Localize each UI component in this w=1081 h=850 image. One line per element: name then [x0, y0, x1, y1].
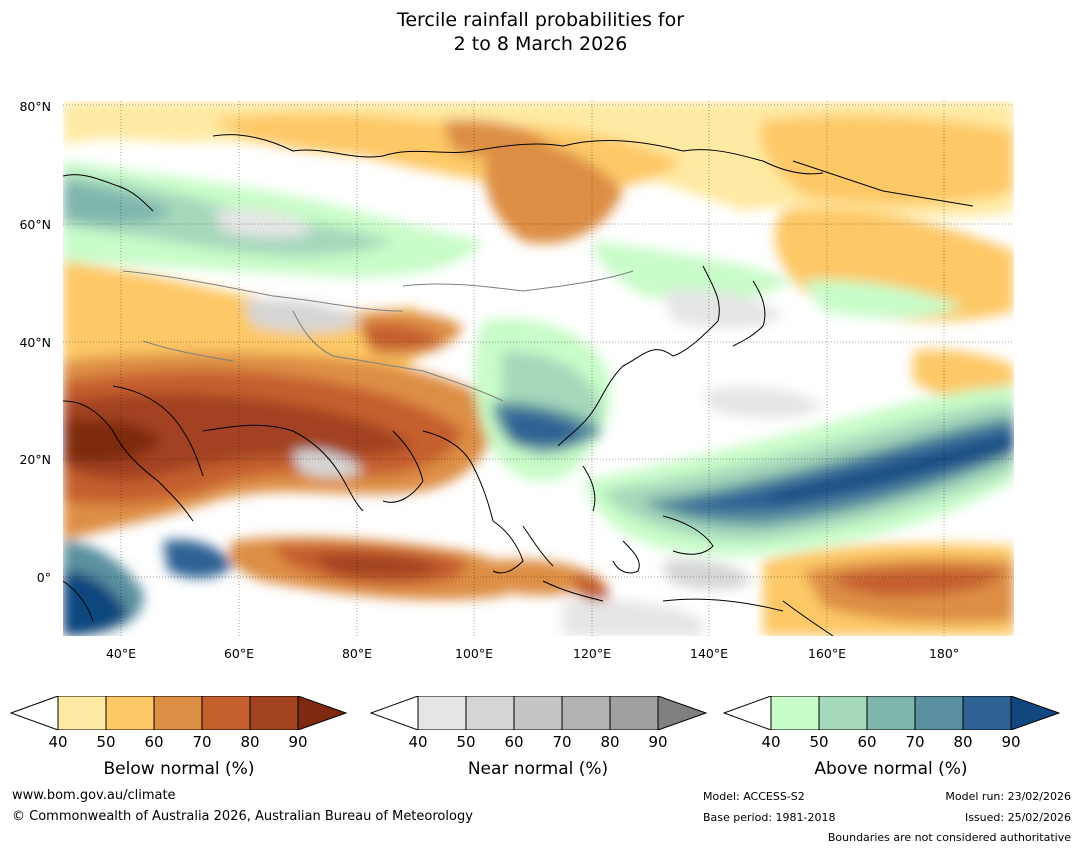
- below-arrow-high: [297, 696, 348, 730]
- near-tick-80: 80: [600, 733, 620, 751]
- near-segment-5: [609, 696, 659, 730]
- below-segment-5: [249, 696, 299, 730]
- below-segment-1: [57, 696, 107, 730]
- model-run-text: Model run: 23/02/2026: [945, 790, 1071, 803]
- colorbar-below-title: Below normal (%): [103, 759, 255, 779]
- lat-label-0: 0°: [36, 570, 51, 585]
- copyright-text: © Commonwealth of Australia 2026, Austra…: [12, 809, 473, 824]
- lat-label-80n: 80°N: [19, 99, 51, 114]
- below-tick-70: 70: [192, 733, 212, 751]
- website-link[interactable]: www.bom.gov.au/climate: [12, 788, 176, 803]
- near-arrow-high: [657, 696, 708, 730]
- graticule: [63, 101, 1014, 636]
- colorbar-below-normal: [10, 696, 348, 730]
- lat-label-20n: 20°N: [19, 452, 51, 467]
- above-tick-70: 70: [905, 733, 925, 751]
- lon-label-120e: 120°E: [572, 646, 612, 661]
- colorbar-near-title: Near normal (%): [467, 759, 609, 779]
- lon-label-60e: 60°E: [223, 646, 255, 661]
- below-segment-4: [201, 696, 251, 730]
- lon-label-40e: 40°E: [105, 646, 137, 661]
- lon-label-100e: 100°E: [454, 646, 494, 661]
- above-segment-4: [914, 696, 964, 730]
- near-segment-1: [417, 696, 467, 730]
- below-arrow-low: [10, 696, 59, 730]
- above-tick-40: 40: [761, 733, 781, 751]
- below-segment-3: [153, 696, 203, 730]
- above-arrow-high: [1010, 696, 1061, 730]
- above-segment-5: [962, 696, 1012, 730]
- lon-label-80e: 80°E: [341, 646, 373, 661]
- lon-label-180: 180°: [928, 646, 960, 661]
- model-text: Model: ACCESS-S2: [703, 790, 805, 803]
- near-tick-70: 70: [552, 733, 572, 751]
- probability-map: [63, 101, 1014, 636]
- below-segment-2: [105, 696, 155, 730]
- colorbar-above-title: Above normal (%): [814, 759, 968, 779]
- below-tick-50: 50: [96, 733, 116, 751]
- above-arrow-low: [723, 696, 772, 730]
- colorbar-near-normal: [370, 696, 708, 730]
- near-arrow-low: [370, 696, 419, 730]
- above-segment-2: [818, 696, 868, 730]
- lat-label-60n: 60°N: [19, 217, 51, 232]
- title-line-2: 2 to 8 March 2026: [453, 33, 628, 55]
- above-tick-50: 50: [809, 733, 829, 751]
- probability-shading: [63, 101, 1014, 636]
- near-tick-90: 90: [648, 733, 668, 751]
- near-tick-60: 60: [504, 733, 524, 751]
- above-tick-90: 90: [1001, 733, 1021, 751]
- lon-label-140e: 140°E: [689, 646, 729, 661]
- below-tick-90: 90: [288, 733, 308, 751]
- near-tick-50: 50: [456, 733, 476, 751]
- near-segment-2: [465, 696, 515, 730]
- country-borders: [122, 270, 634, 402]
- above-tick-80: 80: [953, 733, 973, 751]
- lat-label-40n: 40°N: [19, 335, 51, 350]
- below-tick-80: 80: [240, 733, 260, 751]
- below-tick-40: 40: [48, 733, 68, 751]
- lon-label-160e: 160°E: [807, 646, 847, 661]
- near-segment-3: [513, 696, 563, 730]
- above-tick-60: 60: [857, 733, 877, 751]
- disclaimer-text: Boundaries are not considered authoritat…: [827, 831, 1071, 844]
- above-segment-3: [866, 696, 916, 730]
- issued-text: Issued: 25/02/2026: [964, 811, 1071, 824]
- near-tick-40: 40: [408, 733, 428, 751]
- near-segment-4: [561, 696, 611, 730]
- base-period-text: Base period: 1981-2018: [703, 811, 836, 824]
- coastlines: [63, 134, 974, 636]
- colorbar-above-normal: [723, 696, 1061, 730]
- map-title: Tercile rainfall probabilities for 2 to …: [0, 8, 1081, 56]
- title-line-1: Tercile rainfall probabilities for: [396, 9, 685, 31]
- above-segment-1: [770, 696, 820, 730]
- below-tick-60: 60: [144, 733, 164, 751]
